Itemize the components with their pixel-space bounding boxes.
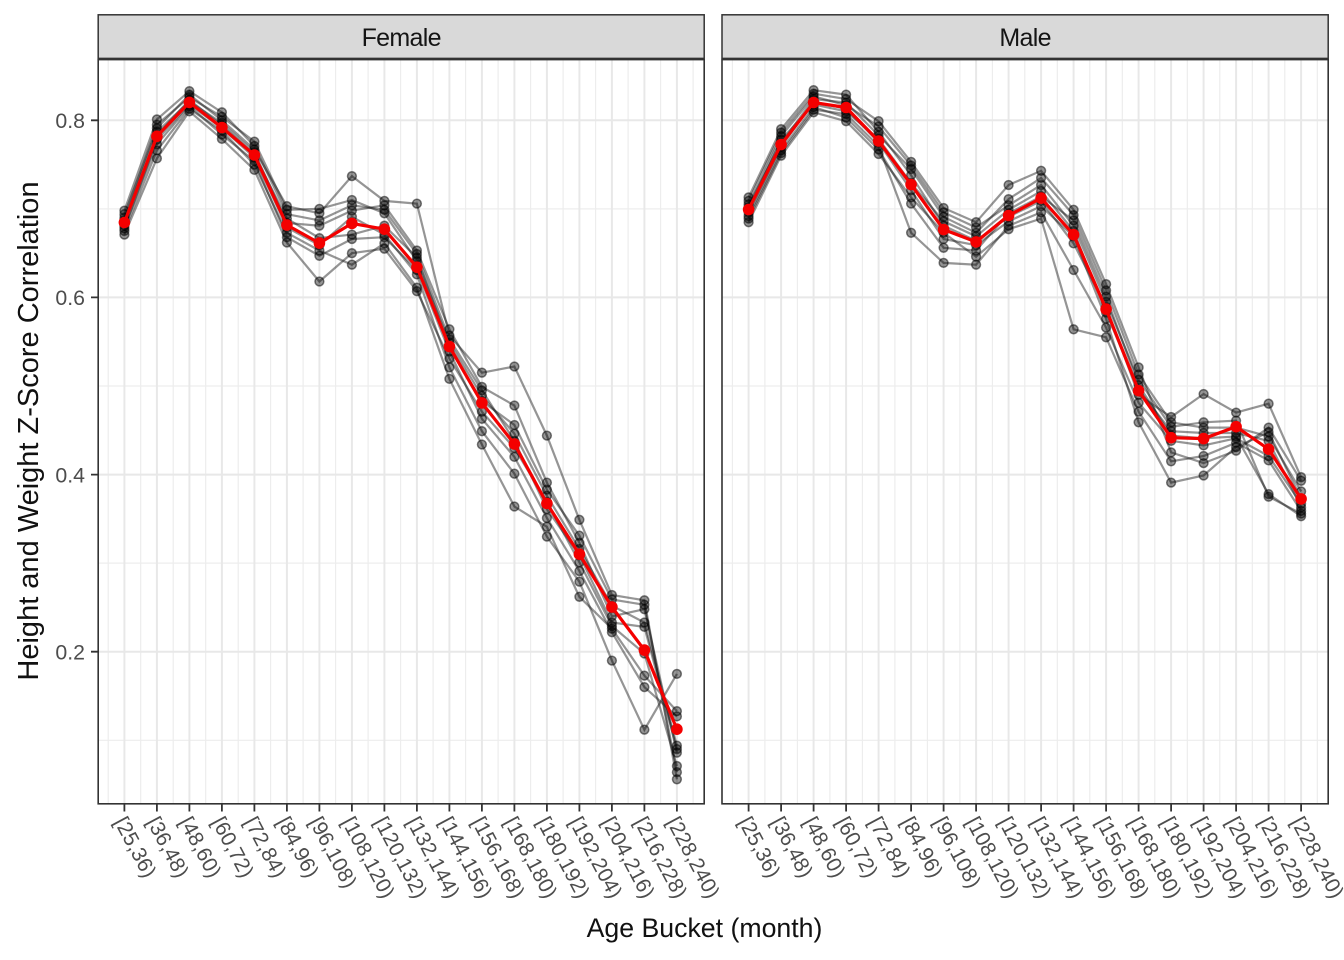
svg-text:Age Bucket (month): Age Bucket (month)	[587, 913, 823, 943]
svg-text:0.2: 0.2	[55, 641, 85, 665]
svg-text:Male: Male	[999, 24, 1050, 52]
svg-text:Height and Weight Z-Score Corr: Height and Weight Z-Score Correlation	[13, 181, 45, 680]
svg-text:0.8: 0.8	[55, 109, 85, 133]
svg-text:0.6: 0.6	[55, 286, 85, 310]
svg-text:Female: Female	[362, 24, 441, 52]
svg-text:0.4: 0.4	[55, 463, 85, 487]
